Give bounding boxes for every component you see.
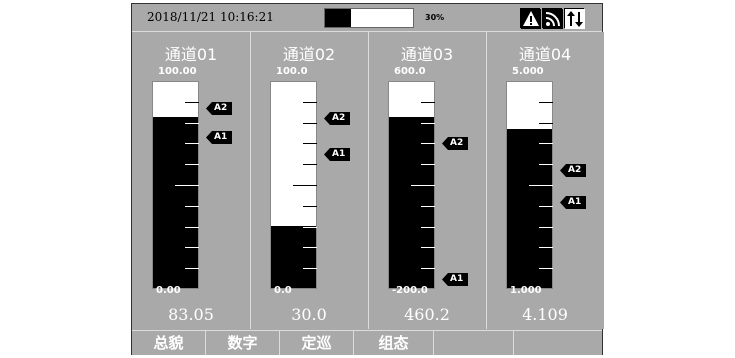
scale-tick [421,123,435,124]
scale-tick [421,247,435,248]
alarm-marker-a2: A2 [324,112,350,125]
scale-tick [539,143,553,144]
datetime-display: 2018/11/21 10:16:21 [147,10,274,24]
softkey-config[interactable]: 组态 [354,331,434,355]
scale-tick [303,164,317,165]
scale-max-label: 600.0 [394,66,426,77]
channel-3[interactable]: 通道03 600.0 A2 A1 -200.0 460.2 [368,32,486,329]
bar-gauge-fill [271,226,316,288]
alarm-marker-a1: A1 [560,196,586,209]
scale-tick [303,143,317,144]
storage-progress-fill [325,9,352,27]
channel-4[interactable]: 通道04 5.000 A2 A1 1.000 4.109 [486,32,604,329]
scale-max-label: 5.000 [512,66,544,77]
scale-tick [539,102,553,103]
channel-title: 通道03 [400,45,454,64]
storage-percent: 30% [425,13,445,22]
scale-tick [303,206,317,207]
scale-tick [421,206,435,207]
channel-divider [368,32,369,329]
scale-tick [303,123,317,124]
alarm-label: A2 [214,103,228,113]
alarm-marker-a1: A1 [206,131,232,144]
channel-value: 30.0 [291,305,327,324]
alarm-marker-a2: A2 [442,137,468,150]
softkey-6[interactable] [514,331,602,355]
channel-title: 通道01 [164,45,218,64]
scale-min-label: 0.00 [156,285,181,296]
transfer-icon[interactable] [564,8,585,29]
channel-2[interactable]: 通道02 100.0 A2 A1 0.0 30.0 [250,32,368,329]
scale-max-label: 100.00 [158,66,197,77]
channel-value: 83.05 [168,305,214,324]
scale-tick [303,268,317,269]
softkey-overview[interactable]: 总貌 [132,331,206,355]
scale-min-label: -200.0 [392,285,428,296]
scale-tick [411,185,435,186]
alarm-label: A2 [568,165,582,175]
channel-value: 4.109 [522,305,568,324]
channel-divider [250,32,251,329]
channel-title: 通道04 [518,45,572,64]
alarm-label: A1 [332,149,346,159]
scale-min-label: 1.000 [510,285,542,296]
scale-tick [303,247,317,248]
scale-max-label: 100.0 [276,66,308,77]
softkey-5[interactable] [434,331,514,355]
channel-divider [486,32,487,329]
channel-title: 通道02 [282,45,336,64]
scale-tick [421,102,435,103]
scale-tick [529,185,553,186]
status-bar: 2018/11/21 10:16:21 30% [132,4,602,32]
scale-tick [421,268,435,269]
scale-tick [185,206,199,207]
scale-tick [539,227,553,228]
scale-tick [421,164,435,165]
scale-tick [303,227,317,228]
channel-1[interactable]: 通道01 100.00 A2 A1 0.00 83.05 [132,32,250,329]
alarm-label: A1 [568,197,582,207]
scale-tick [185,102,199,103]
alarm-marker-a2: A2 [560,164,586,177]
softkey-digital[interactable]: 数字 [206,331,280,355]
scale-tick [185,268,199,269]
scale-tick [539,123,553,124]
bar-gauge [506,81,553,289]
alarm-marker-a1: A1 [442,273,468,286]
scale-tick [185,247,199,248]
scale-min-label: 0.0 [274,285,292,296]
scale-tick [539,247,553,248]
scale-tick [539,164,553,165]
scale-tick [175,185,199,186]
alarm-label: A2 [450,138,464,148]
alarm-warning-icon[interactable] [520,8,541,29]
storage-progress-bar [324,8,414,28]
softkey-patrol[interactable]: 定巡 [280,331,354,355]
signal-icon[interactable] [542,8,563,29]
bar-gauge [388,81,435,289]
scale-tick [421,143,435,144]
bar-gauge-fill [153,117,198,288]
channel-value: 460.2 [404,305,450,324]
bar-gauge-fill [389,117,434,288]
scale-tick [185,227,199,228]
scale-tick [421,227,435,228]
scale-tick [539,268,553,269]
alarm-marker-a1: A1 [324,148,350,161]
alarm-label: A1 [214,132,228,142]
alarm-label: A2 [332,113,346,123]
scale-tick [303,102,317,103]
scale-tick [293,185,317,186]
scale-tick [185,123,199,124]
alarm-marker-a2: A2 [206,102,232,115]
scale-tick [185,143,199,144]
recorder-screen: 2018/11/21 10:16:21 30% [131,3,604,355]
scale-tick [185,164,199,165]
bar-gauge-fill [507,129,552,288]
softkey-bar: 总貌 数字 定巡 组态 [132,330,602,355]
alarm-label: A1 [450,274,464,284]
scale-tick [539,206,553,207]
